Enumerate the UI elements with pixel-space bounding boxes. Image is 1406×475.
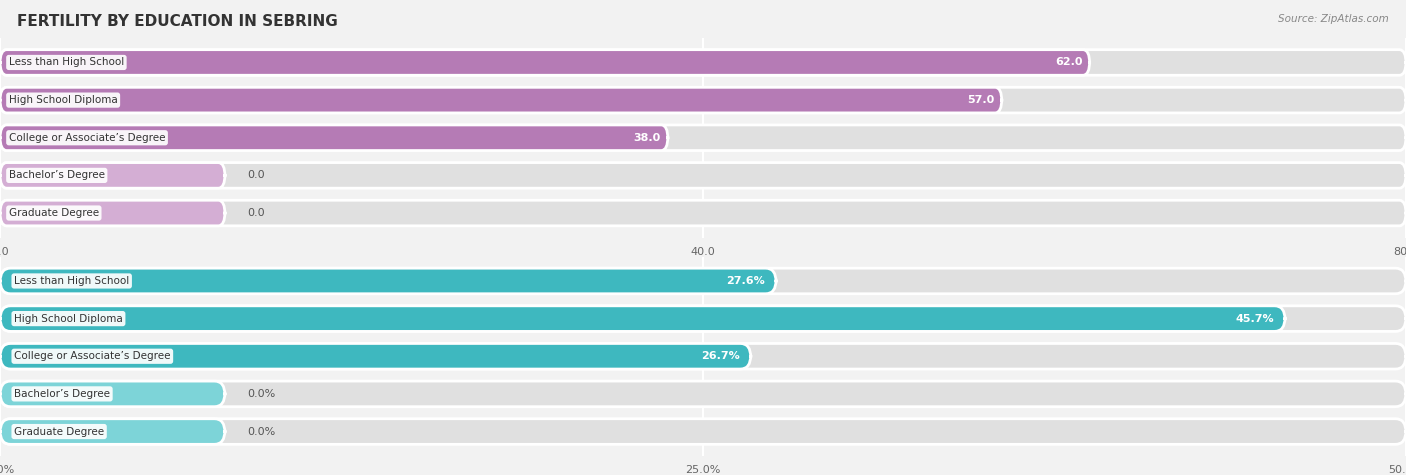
Text: College or Associate’s Degree: College or Associate’s Degree: [8, 133, 166, 143]
FancyBboxPatch shape: [0, 268, 776, 294]
Text: FERTILITY BY EDUCATION IN SEBRING: FERTILITY BY EDUCATION IN SEBRING: [17, 14, 337, 29]
FancyBboxPatch shape: [0, 268, 1406, 294]
Text: 27.6%: 27.6%: [725, 276, 765, 286]
Text: Source: ZipAtlas.com: Source: ZipAtlas.com: [1278, 14, 1389, 24]
Text: Bachelor’s Degree: Bachelor’s Degree: [14, 389, 110, 399]
Text: Graduate Degree: Graduate Degree: [14, 427, 104, 437]
FancyBboxPatch shape: [0, 306, 1285, 332]
Text: Less than High School: Less than High School: [8, 57, 124, 67]
Text: 0.0%: 0.0%: [247, 427, 276, 437]
FancyBboxPatch shape: [0, 50, 1090, 75]
Text: High School Diploma: High School Diploma: [14, 314, 122, 323]
Text: 62.0: 62.0: [1054, 57, 1083, 67]
Text: Bachelor’s Degree: Bachelor’s Degree: [8, 171, 105, 180]
FancyBboxPatch shape: [0, 381, 1406, 407]
Text: 38.0: 38.0: [634, 133, 661, 143]
FancyBboxPatch shape: [0, 125, 1406, 151]
Text: 0.0: 0.0: [247, 171, 266, 180]
FancyBboxPatch shape: [0, 200, 1406, 226]
Text: Less than High School: Less than High School: [14, 276, 129, 286]
Text: 45.7%: 45.7%: [1236, 314, 1274, 323]
FancyBboxPatch shape: [0, 162, 1406, 188]
Text: High School Diploma: High School Diploma: [8, 95, 118, 105]
FancyBboxPatch shape: [0, 125, 668, 151]
FancyBboxPatch shape: [0, 343, 1406, 369]
FancyBboxPatch shape: [0, 381, 225, 407]
Text: Graduate Degree: Graduate Degree: [8, 208, 98, 218]
FancyBboxPatch shape: [0, 306, 1406, 332]
FancyBboxPatch shape: [0, 50, 1406, 75]
Text: 0.0: 0.0: [247, 208, 266, 218]
FancyBboxPatch shape: [0, 419, 1406, 444]
Text: 0.0%: 0.0%: [247, 389, 276, 399]
FancyBboxPatch shape: [0, 419, 225, 444]
Text: 26.7%: 26.7%: [700, 351, 740, 361]
FancyBboxPatch shape: [0, 162, 225, 188]
FancyBboxPatch shape: [0, 87, 1406, 113]
FancyBboxPatch shape: [0, 200, 225, 226]
Text: College or Associate’s Degree: College or Associate’s Degree: [14, 351, 170, 361]
FancyBboxPatch shape: [0, 87, 1001, 113]
Text: 57.0: 57.0: [967, 95, 995, 105]
FancyBboxPatch shape: [0, 343, 751, 369]
